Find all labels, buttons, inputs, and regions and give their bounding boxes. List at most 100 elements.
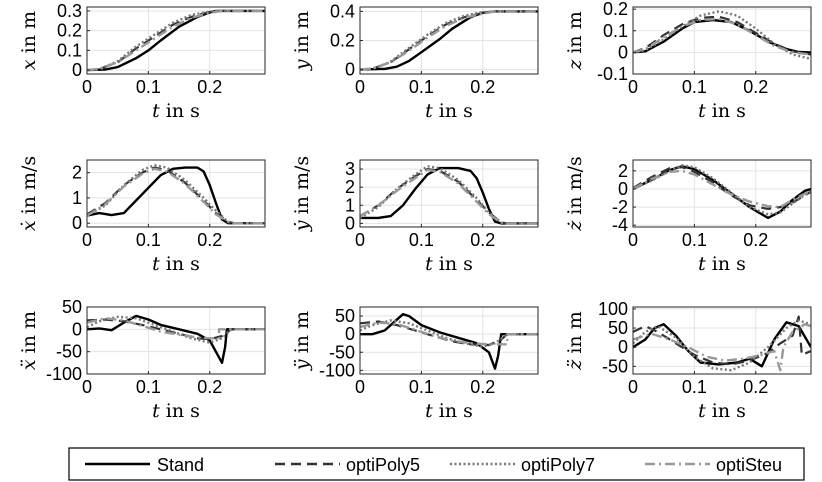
x-axis-label: t in s [152,400,200,422]
series-line-optipoly7 [87,163,265,225]
y-tick-label: 0 [345,60,355,80]
axes-box [359,159,539,228]
y-tick-label: 50 [335,306,355,326]
x-tick-label: 0 [82,377,92,397]
y-tick-label: 0.1 [57,40,82,60]
series-line-stand [87,314,265,364]
legend-label-stand: Stand [157,455,204,475]
y-tick-label: 100 [598,299,628,319]
x-tick-label: 0.2 [197,230,222,250]
legend-label-optipoly7: optiPoly7 [521,455,595,475]
x-tick-label: 0.1 [409,377,434,397]
y-tick-label: -2 [612,197,628,217]
x-tick-label: 0 [82,77,92,97]
y-tick-label: -4 [612,215,628,235]
series-line-stand [360,313,538,370]
y-axis-label: ẏ in m/s [291,156,313,232]
x-tick-label: 0 [355,230,365,250]
legend-label-optipoly5: optiPoly5 [346,455,420,475]
x-axis-label: t in s [698,400,746,422]
axes-box [632,306,812,375]
y-tick-label: 0 [618,337,628,357]
y-axis-label: z̈ in m [564,311,586,370]
y-tick-label: 0.4 [330,1,355,21]
series-line-stand [633,18,811,54]
y-tick-label: 0 [618,42,628,62]
x-axis-label: t in s [152,253,200,275]
series-line-optisteu [87,317,265,340]
series-line-stand [633,321,811,368]
y-axis-label: z in m [564,11,586,70]
subplot-grid: 0 0.1 0.200.10.20.3t in sx in m0 0.1 0.200.2… [18,0,812,422]
x-tick-label: 0 [628,230,638,250]
x-axis-label: t in s [152,100,200,122]
x-axis-label: t in s [425,400,473,422]
y-tick-label: 0 [618,179,628,199]
x-tick-label: 0.2 [470,77,495,97]
y-tick-label: 0.1 [603,21,628,41]
series-line-optipoly7 [633,164,811,216]
y-tick-label: 0.2 [57,21,82,41]
y-tick-label: -50 [602,356,628,376]
y-tick-label: 2 [345,177,355,197]
y-tick-label: -100 [46,364,82,384]
y-tick-label: 0 [72,319,82,339]
legend: Stand optiPoly5 optiPoly7 optiSteu [68,447,805,481]
plot-area [360,307,538,374]
x-tick-label: 0.1 [409,77,434,97]
y-tick-label: 0.2 [603,0,628,19]
y-tick-label: 3 [345,159,355,179]
x-tick-label: 0 [355,377,365,397]
axes-box [632,6,812,75]
x-tick-label: 0 [355,77,365,97]
x-tick-label: 0.1 [682,377,707,397]
x-tick-label: 0.2 [743,230,768,250]
y-tick-label: 0 [72,213,82,233]
y-axis-label: ż in m/s [564,156,586,232]
series-line-optisteu [633,17,811,56]
x-tick-label: 0.1 [682,77,707,97]
subplot-xdot: 0 0.1 0.2 0 1 2 t in s ẋ in m/s [18,156,266,275]
x-tick-label: 0 [628,77,638,97]
series-line-optisteu [360,10,538,71]
y-tick-label: -100 [319,360,355,380]
y-tick-label: 1 [345,195,355,215]
x-axis-label: t in s [425,253,473,275]
subplot-y: 0 0.1 0.2 0 0.2 0.4 t in s y in m [291,1,539,122]
y-tick-label: 0 [345,324,355,344]
x-tick-label: 0.1 [136,77,161,97]
axes-box [359,306,539,375]
y-tick-label: 1 [72,188,82,208]
plot-area [87,307,265,374]
y-tick-label: 0 [345,213,355,233]
y-tick-label: 50 [62,297,82,317]
y-tick-label: 0.2 [330,31,355,51]
x-tick-label: 0.1 [136,230,161,250]
x-tick-label: 0 [82,230,92,250]
y-axis-label: x in m [18,11,40,70]
x-tick-label: 0.2 [743,77,768,97]
x-axis-label: t in s [698,253,746,275]
series-line-optipoly7 [87,315,265,344]
subplot-x: 0 0.1 0.200.10.20.3t in sx in m [18,1,266,122]
y-axis-label: ÿ in m [291,311,313,371]
y-tick-label: 50 [608,318,628,338]
y-tick-label: -50 [329,342,355,362]
y-tick-label: -0.1 [597,64,628,84]
series-line-optipoly7 [633,319,811,372]
y-tick-label: -50 [56,342,82,362]
plot-area [87,7,265,74]
y-tick-label: 0 [72,60,82,80]
x-tick-label: 0.2 [743,377,768,397]
series-line-optisteu [360,168,538,225]
axes-box [86,159,266,228]
x-tick-label: 0.2 [197,77,222,97]
y-tick-label: 2 [72,163,82,183]
series-line-optipoly7 [360,319,538,348]
axes-box [632,159,812,228]
series-line-optisteu [360,321,538,346]
